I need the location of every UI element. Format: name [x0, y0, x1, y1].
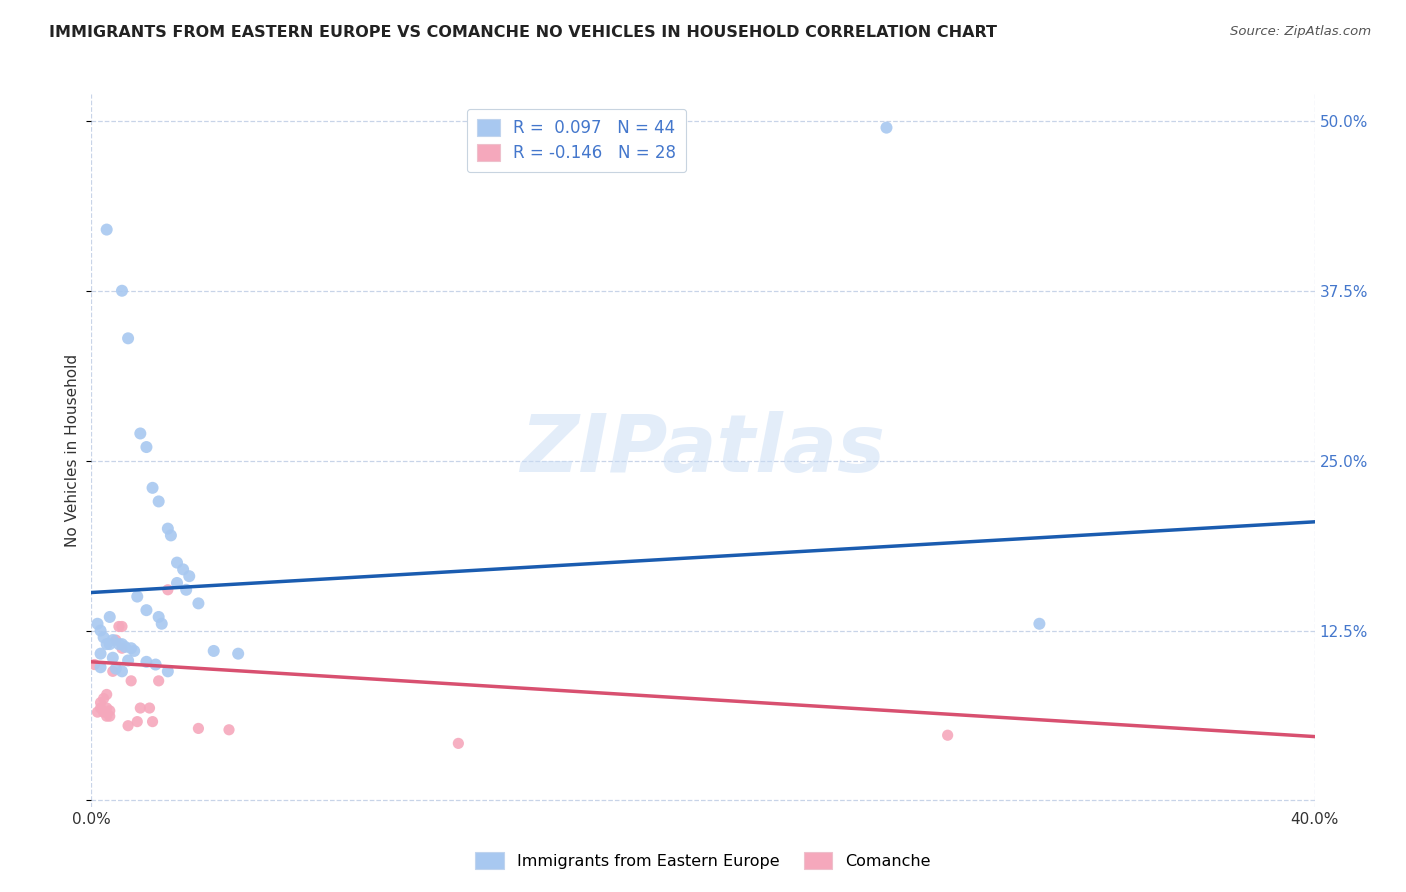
Point [96, 688, 118, 702]
Point [90, 701, 112, 715]
Text: ZIPatlas: ZIPatlas [520, 411, 886, 490]
Point [96, 701, 118, 715]
Point [127, 714, 149, 729]
Point [120, 641, 142, 656]
Point [148, 673, 170, 688]
Point [936, 728, 959, 742]
Point [90, 696, 112, 710]
Point [218, 723, 240, 737]
Point [202, 644, 225, 658]
Point [127, 590, 149, 604]
Point [98, 704, 121, 718]
Point [93, 705, 115, 719]
Point [111, 284, 134, 298]
Legend: R =  0.097   N = 44, R = -0.146   N = 28: R = 0.097 N = 44, R = -0.146 N = 28 [467, 109, 686, 172]
Point [148, 494, 170, 508]
Point [104, 662, 127, 676]
Point [135, 440, 157, 454]
Point [96, 709, 118, 723]
Point [122, 644, 145, 658]
Point [226, 647, 249, 661]
Point [108, 619, 131, 633]
Point [187, 722, 209, 736]
Point [86, 616, 108, 631]
Point [156, 522, 179, 536]
Point [101, 650, 124, 665]
Point [160, 528, 183, 542]
Point [98, 709, 121, 723]
Point [187, 596, 209, 610]
Point [138, 701, 160, 715]
Point [83, 657, 105, 672]
Point [117, 653, 139, 667]
Point [174, 582, 197, 597]
Point [156, 582, 179, 597]
Point [117, 331, 139, 345]
Point [141, 714, 163, 729]
Point [135, 603, 157, 617]
Point [145, 657, 167, 672]
Point [111, 641, 134, 656]
Point [447, 736, 470, 750]
Point [150, 616, 173, 631]
Point [90, 624, 112, 638]
Point [101, 665, 124, 679]
Point [108, 637, 131, 651]
Point [117, 719, 139, 733]
Point [179, 569, 201, 583]
Point [120, 673, 142, 688]
Point [104, 633, 127, 648]
Point [111, 665, 134, 679]
Point [86, 705, 108, 719]
Point [98, 610, 121, 624]
Legend: Immigrants from Eastern Europe, Comanche: Immigrants from Eastern Europe, Comanche [470, 846, 936, 875]
Point [141, 481, 163, 495]
Point [96, 637, 118, 651]
Y-axis label: No Vehicles in Household: No Vehicles in Household [65, 354, 80, 547]
Point [96, 222, 118, 236]
Point [90, 660, 112, 674]
Point [101, 633, 124, 648]
Point [166, 576, 188, 591]
Point [98, 637, 121, 651]
Point [172, 562, 194, 576]
Point [114, 640, 136, 654]
Point [93, 631, 115, 645]
Point [166, 556, 188, 570]
Point [148, 610, 170, 624]
Point [111, 619, 134, 633]
Point [875, 120, 898, 135]
Point [156, 665, 179, 679]
Point [90, 647, 112, 661]
Text: Source: ZipAtlas.com: Source: ZipAtlas.com [1230, 25, 1371, 38]
Point [129, 701, 152, 715]
Point [1028, 616, 1050, 631]
Text: IMMIGRANTS FROM EASTERN EUROPE VS COMANCHE NO VEHICLES IN HOUSEHOLD CORRELATION : IMMIGRANTS FROM EASTERN EUROPE VS COMANC… [49, 25, 997, 40]
Point [135, 655, 157, 669]
Point [93, 691, 115, 706]
Point [111, 637, 134, 651]
Point [129, 426, 152, 441]
